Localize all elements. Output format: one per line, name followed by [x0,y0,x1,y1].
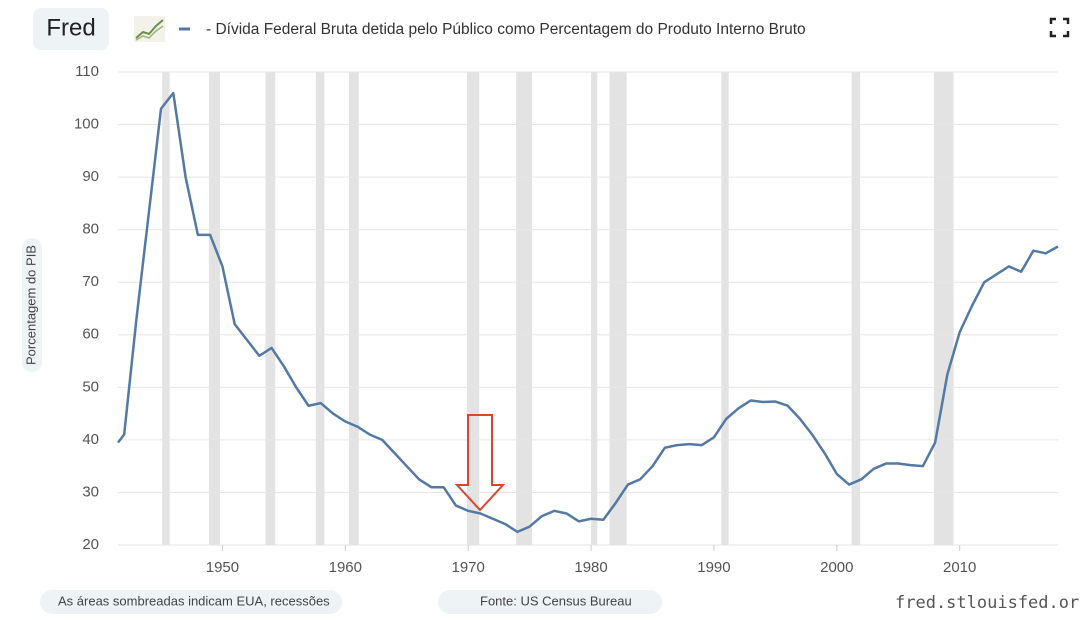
logo-box [33,8,109,50]
source-box [438,590,662,614]
note-box [40,590,342,614]
graph-icon [134,16,165,42]
recession-band [466,72,480,545]
recession-band [208,72,220,545]
recession-band [721,72,729,545]
y-tick-label: 110 [75,63,99,80]
site: fred.stlouisfed.org [895,593,1080,613]
x-tick-label: 2010 [943,559,976,576]
recession-band [591,72,598,545]
recession-band [265,72,276,545]
y-tick-label: 50 [82,378,99,395]
recession-band [349,72,359,545]
y-tick-label: 80 [82,221,99,238]
y-tick-label: 20 [82,536,99,553]
x-tick-label: 1970 [452,559,485,576]
y-tick-label: 90 [82,168,99,185]
recession-band [162,72,170,545]
x-tick-label: 2000 [820,559,853,576]
recession-band [851,72,861,545]
x-tick-label: 1960 [329,559,362,576]
y-axis-label: Porcentagem do PIB [23,245,38,365]
recession-note: As áreas sombreadas indicam EUA, recessõ… [58,593,330,608]
plot-area [118,72,1058,545]
chart-title: - Dívida Federal Bruta detida pelo Públi… [206,21,806,38]
x-tick-label: 1980 [574,559,607,576]
recession-band [516,72,533,545]
recession-band [609,72,627,545]
y-tick-label: 30 [82,483,99,500]
fullscreen-icon[interactable] [1049,17,1070,38]
x-tick-label: 1950 [206,559,239,576]
y-label-box [22,238,42,372]
y-tick-label: 40 [82,431,99,448]
y-tick-label: 100 [74,116,99,133]
recession-band [933,72,954,545]
data-line [117,91,1059,534]
annotation-arrow [454,414,506,512]
y-tick-label: 60 [82,326,99,343]
recession-band [315,72,325,545]
logo: Fred [46,14,95,41]
x-tick-label: 1990 [697,559,730,576]
source: Fonte: US Census Bureau [480,593,632,608]
y-tick-label: 70 [82,273,99,290]
